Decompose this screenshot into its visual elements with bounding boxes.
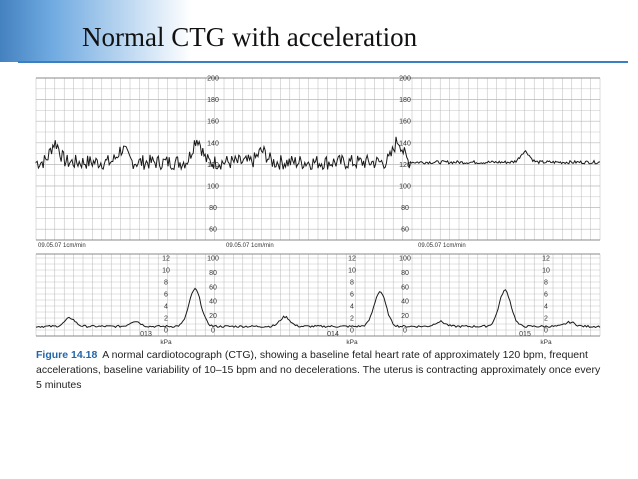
uc-scale-mmhg-label: 100	[399, 256, 411, 263]
uc-scale-kpa-label: 8	[164, 280, 168, 287]
uc-scale-kpa-label: 0	[544, 328, 548, 335]
uc-scale-mmhg-label: 60	[209, 284, 217, 291]
uc-scale-kpa-label: 6	[164, 292, 168, 299]
fhr-scale-label: 100	[399, 184, 411, 191]
uc-scale-kpa-label: 6	[350, 292, 354, 299]
uc-scale-mmhg-label: 20	[401, 313, 409, 320]
uc-scale-kpa-label: 2	[350, 316, 354, 323]
uc-scale-mmhg-label: 20	[209, 313, 217, 320]
strip-date-label: 09.05.07 1cm/min	[38, 243, 86, 249]
uc-scale-kpa-label: 12	[162, 256, 170, 263]
title-underline	[18, 61, 628, 63]
fhr-scale-label: 140	[399, 140, 411, 147]
uc-scale-mmhg-label: 100	[207, 256, 219, 263]
fhr-scale-label: 160	[207, 119, 219, 126]
uc-scale-kpa-label: 4	[544, 304, 548, 311]
fhr-scale-label: 120	[399, 162, 411, 169]
uc-scale-kpa-label: 0	[164, 328, 168, 335]
fhr-scale-label: 60	[401, 227, 409, 234]
uc-scale-mmhg-label: 60	[401, 284, 409, 291]
uc-scale-mmhg-label: 40	[401, 299, 409, 306]
fhr-scale-label: 80	[209, 205, 217, 212]
uterine-contraction-trace	[35, 287, 601, 329]
title-bar: Normal CTG with acceleration	[0, 0, 638, 63]
fhr-scale-label: 100	[207, 184, 219, 191]
uc-scale-kpa-label: 8	[350, 280, 354, 287]
fetal-heart-rate-trace	[35, 136, 601, 171]
uc-scale-kpa-label: 2	[164, 316, 168, 323]
kpa-unit-label: kPa	[160, 339, 172, 346]
uc-scale-kpa-label: 12	[542, 256, 550, 263]
fhr-scale-label: 180	[399, 97, 411, 104]
uc-scale-kpa-label: 12	[348, 256, 356, 263]
figure-label: Figure 14.18	[36, 349, 98, 361]
uc-scale-mmhg-label: 40	[209, 299, 217, 306]
uc-scale-kpa-label: 8	[544, 280, 548, 287]
caption-text: A normal cardiotocograph (CTG), showing …	[36, 349, 601, 391]
page-number-label: 015	[519, 331, 531, 338]
uc-scale-mmhg-label: 0	[403, 328, 407, 335]
uc-scale-kpa-label: 10	[542, 268, 550, 275]
uc-scale-kpa-label: 6	[544, 292, 548, 299]
figure-caption: Figure 14.18 A normal cardiotocograph (CT…	[36, 348, 606, 393]
uc-scale-mmhg-label: 0	[211, 328, 215, 335]
fhr-scale-label: 140	[207, 140, 219, 147]
fhr-scale-label: 80	[401, 205, 409, 212]
slide-title: Normal CTG with acceleration	[82, 22, 418, 52]
fhr-scale-label: 200	[207, 76, 219, 83]
fhr-scale-label: 160	[399, 119, 411, 126]
uc-scale-kpa-label: 4	[164, 304, 168, 311]
uc-scale-kpa-label: 2	[544, 316, 548, 323]
fhr-scale-label: 200	[399, 76, 411, 83]
uc-scale-mmhg-label: 80	[209, 270, 217, 277]
title-accent	[0, 0, 638, 62]
strip-date-label: 09.05.07 1cm/min	[226, 243, 274, 249]
kpa-unit-label: kPa	[346, 339, 358, 346]
kpa-unit-label: kPa	[540, 339, 552, 346]
uc-scale-mmhg-label: 80	[401, 270, 409, 277]
fhr-scale-label: 180	[207, 97, 219, 104]
ctg-grid	[35, 77, 601, 337]
page-number-label: 014	[327, 331, 339, 338]
uc-scale-kpa-label: 0	[350, 328, 354, 335]
strip-date-label: 09.05.07 1cm/min	[418, 243, 466, 249]
page-number-label: 013	[140, 331, 152, 338]
uc-scale-kpa-label: 10	[162, 268, 170, 275]
fhr-scale-label: 60	[209, 227, 217, 234]
uc-scale-kpa-label: 4	[350, 304, 354, 311]
uc-scale-kpa-label: 10	[348, 268, 356, 275]
